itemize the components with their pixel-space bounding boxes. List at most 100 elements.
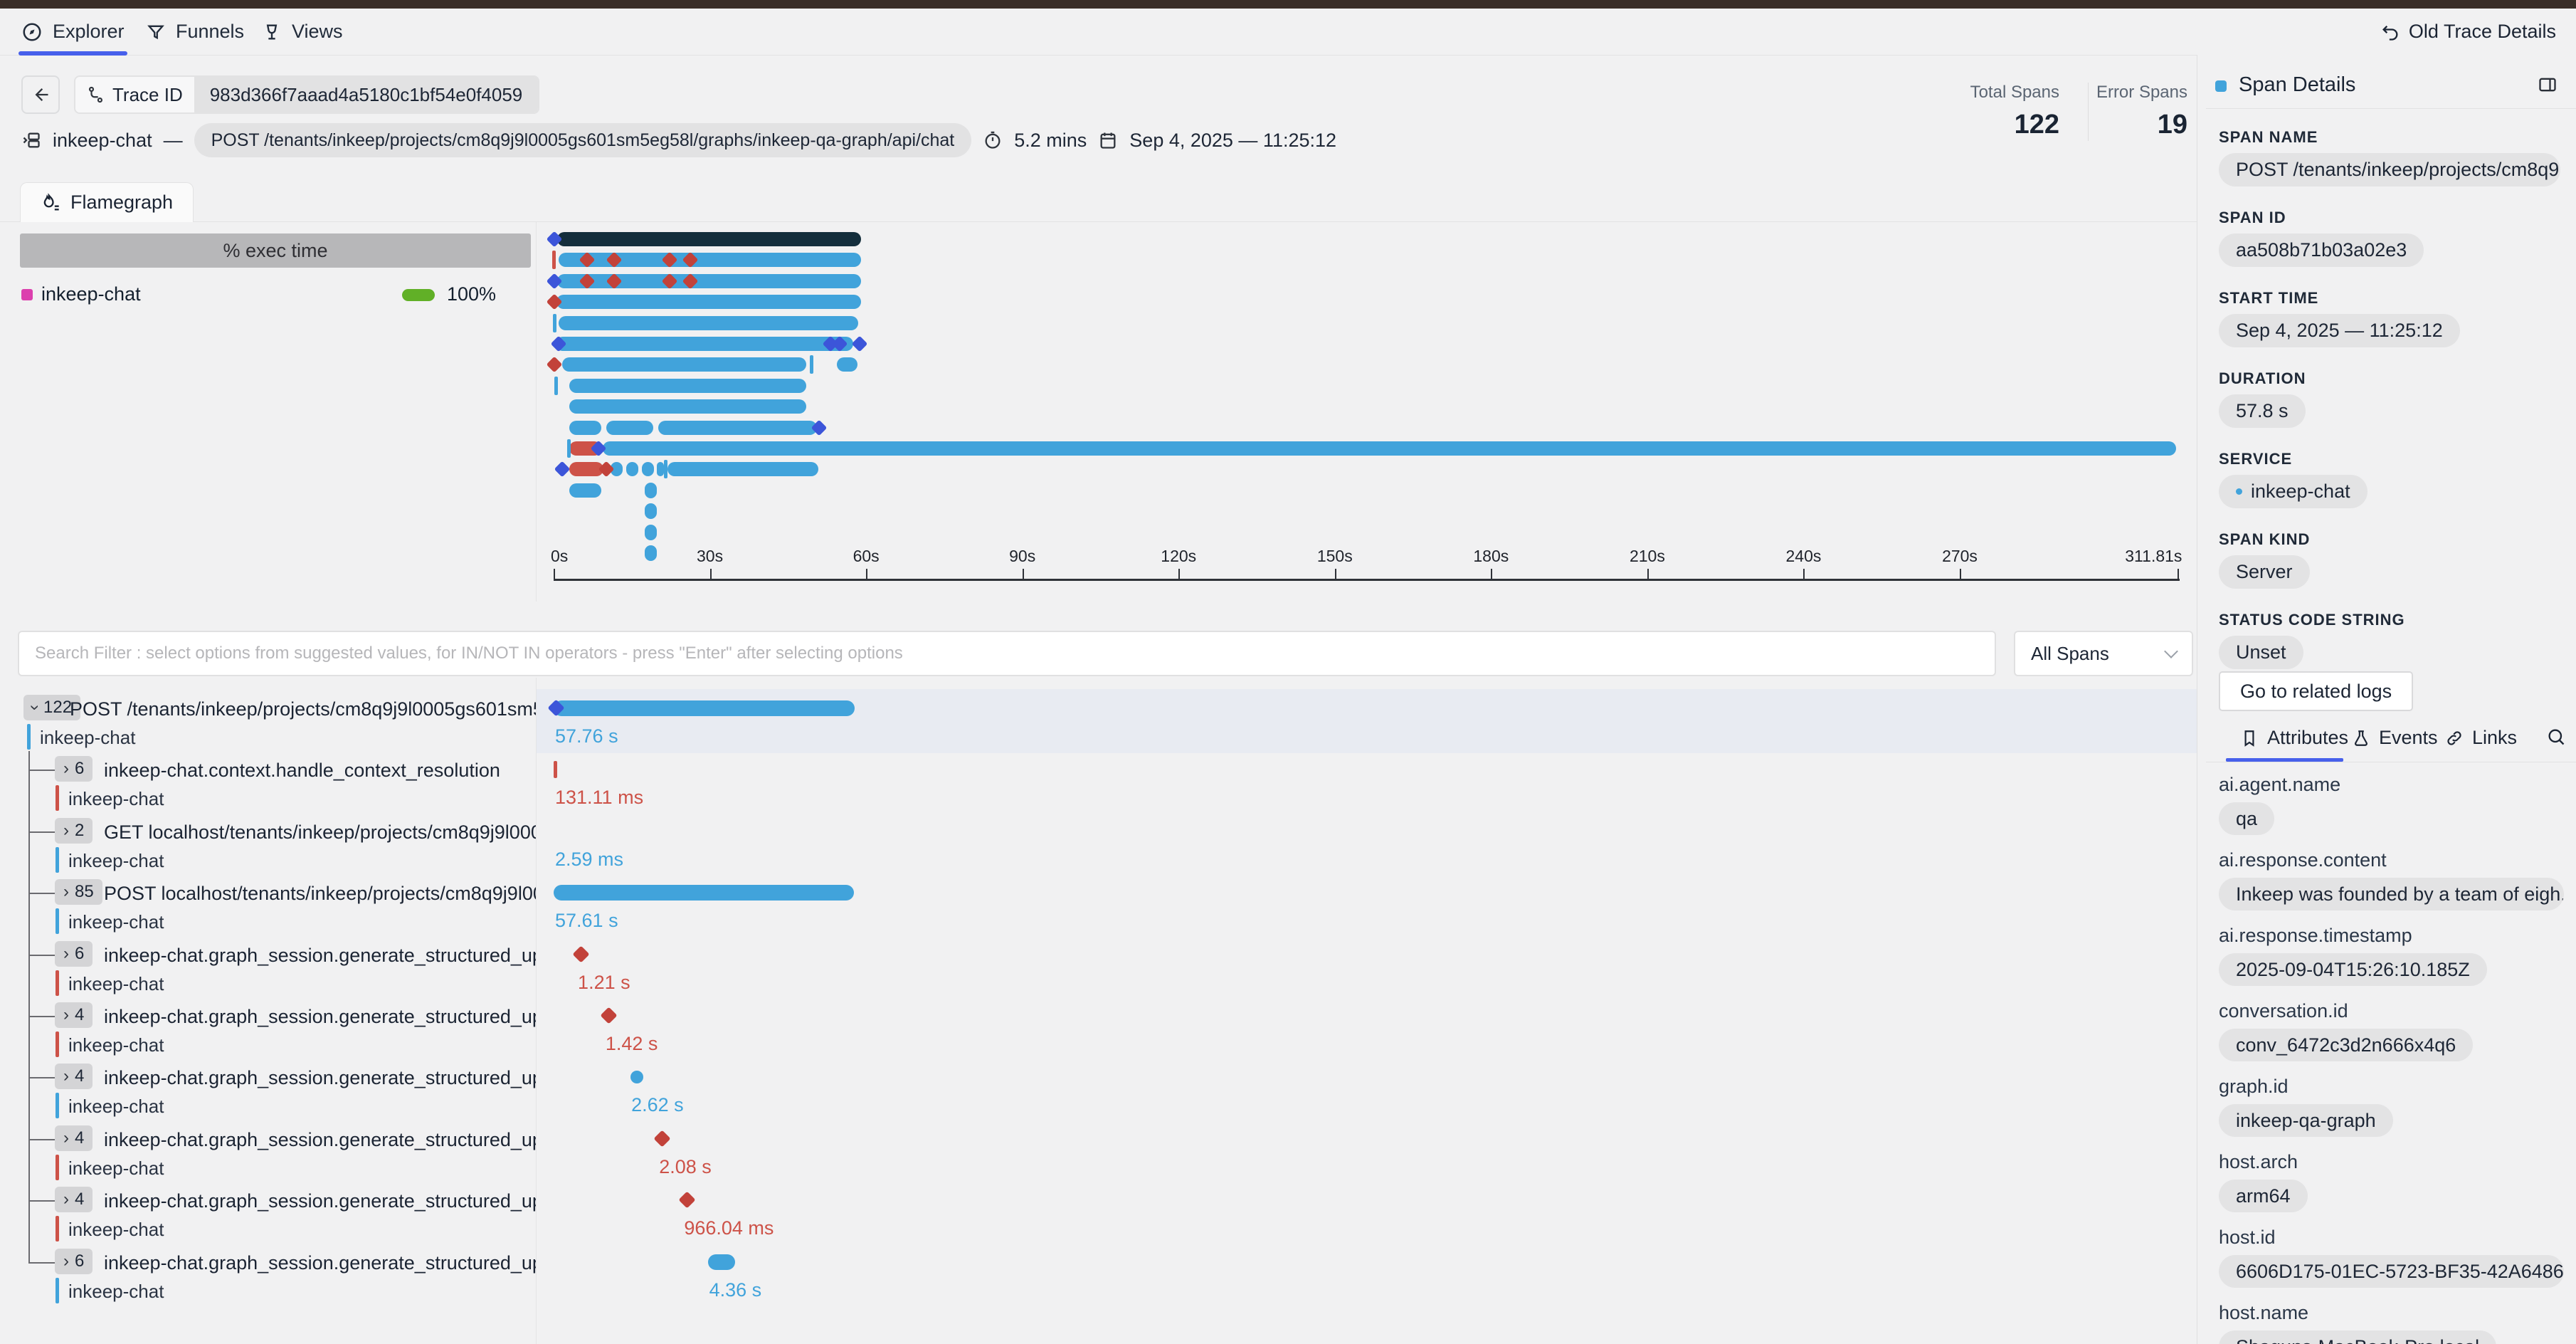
waterfall-duration-bar[interactable] [554,700,855,716]
attribute-value-pill[interactable]: inkeep-qa-graph [2219,1104,2393,1137]
flamegraph-span-bar[interactable] [556,295,861,310]
flamegraph-span-bar[interactable] [569,483,602,498]
flamegraph-canvas[interactable]: 0s 30s 60s 90s 120s 150s 180s 210s 240s 270s 311.8… [536,222,2197,602]
tab-flamegraph[interactable]: Flamegraph [20,182,194,222]
span-name[interactable]: inkeep-chat.graph_session.generate_struc… [104,1190,537,1212]
flamegraph-span-bar[interactable] [837,357,857,372]
flamegraph-row[interactable] [536,251,2197,270]
waterfall-duration-bar[interactable] [707,1254,736,1270]
panel-toggle-icon[interactable] [2538,75,2557,95]
tiny-span-tick[interactable] [552,313,556,332]
attribute-value-pill[interactable]: Inkeep was founded by a team of eigh... [2219,878,2564,910]
span-expand-badge[interactable]: › 4 [55,1125,93,1151]
tab-links[interactable]: Links [2445,727,2517,749]
root-endpoint-pill[interactable]: POST /tenants/inkeep/projects/cm8q9j9l00… [194,123,972,157]
waterfall-tick[interactable] [554,761,557,779]
span-expand-badge[interactable]: › 85 [55,879,102,905]
field-value-pill[interactable]: Server [2219,555,2310,589]
tiny-span-dot[interactable] [645,545,658,561]
span-expand-badge[interactable]: › 4 [55,1187,93,1213]
flamegraph-span-bar[interactable] [658,420,817,435]
event-diamond-marker[interactable] [546,357,563,373]
attribute-value-pill[interactable]: arm64 [2219,1180,2308,1212]
flamegraph-span-bar[interactable] [606,420,653,435]
flamegraph-row[interactable] [536,313,2197,333]
go-to-related-logs-button[interactable]: Go to related logs [2219,671,2414,711]
flamegraph-row[interactable] [536,293,2197,312]
span-expand-badge[interactable]: › 6 [55,1248,93,1274]
flamegraph-span-bar[interactable] [557,273,861,288]
flamegraph-span-bar[interactable] [555,337,853,351]
attribute-value-pill[interactable]: qa [2219,802,2275,835]
tiny-span-dot[interactable] [645,524,658,540]
flamegraph-span-bar[interactable] [667,462,818,477]
span-name[interactable]: inkeep-chat.graph_session.generate_struc… [104,1128,537,1150]
waterfall-circle[interactable] [630,1071,644,1084]
field-value-pill[interactable]: Sep 4, 2025 — 11:25:12 [2219,314,2460,347]
flamegraph-row[interactable] [536,545,2197,563]
legend-row-inkeep-chat[interactable]: inkeep-chat 100% [21,283,512,308]
tab-attributes[interactable]: Attributes [2240,727,2348,749]
span-name[interactable]: inkeep-chat.graph_session.generate_struc… [104,1067,537,1089]
field-value-pill[interactable]: 57.8 s [2219,394,2306,428]
attribute-value-pill[interactable]: 6606D175-01EC-5723-BF35-42A6486... [2219,1255,2564,1288]
event-diamond-marker[interactable] [554,461,571,478]
waterfall-diamond[interactable] [678,1191,696,1209]
flamegraph-span-bar[interactable] [625,462,639,477]
waterfall-duration-bar[interactable] [554,885,854,901]
waterfall-diamond[interactable] [572,945,590,963]
tab-views[interactable]: Views [262,9,343,55]
flamegraph-span-bar[interactable] [602,441,2176,456]
span-expand-badge[interactable]: › 4 [55,1002,93,1028]
flamegraph-span-bar[interactable] [569,462,604,477]
field-value-pill[interactable]: Unset [2219,636,2303,669]
flamegraph-row[interactable] [536,482,2197,500]
flamegraph-row[interactable] [536,399,2197,416]
span-name[interactable]: inkeep-chat.graph_session.generate_struc… [104,1006,537,1027]
span-expand-badge[interactable]: › 6 [55,940,93,967]
span-name[interactable]: POST /tenants/inkeep/projects/cm8q9j9l00… [70,698,537,720]
span-expand-badge[interactable]: › 2 [55,817,93,844]
flamegraph-span-bar[interactable] [656,462,664,477]
field-value-pill[interactable]: aa508b71b03a02e3 [2219,233,2424,267]
tab-events[interactable]: Events [2352,727,2438,749]
tiny-span-dot[interactable] [645,503,658,520]
attributes-search-button[interactable] [2546,727,2566,747]
flamegraph-span-bar[interactable] [569,378,806,393]
flamegraph-span-bar[interactable] [558,253,861,268]
flamegraph-row[interactable] [536,376,2197,396]
flamegraph-row[interactable] [536,439,2197,458]
flamegraph-span-bar[interactable] [558,315,859,330]
trace-id-chip[interactable]: Trace ID 983d366f7aaad4a5180c1bf54e0f405… [74,75,540,114]
tiny-span-tick[interactable] [554,376,558,395]
flamegraph-row[interactable] [536,460,2197,479]
attribute-value-pill[interactable]: 2025-09-04T15:26:10.185Z [2219,953,2487,986]
attribute-value-pill[interactable]: conv_6472c3d2n666x4q6 [2219,1029,2474,1061]
flamegraph-span-bar[interactable] [610,462,623,477]
tiny-span-dot[interactable] [645,482,658,498]
span-name[interactable]: inkeep-chat.context.handle_context_resol… [104,760,500,782]
waterfall-diamond[interactable] [600,1007,618,1024]
flamegraph-row[interactable] [536,335,2197,354]
span-name[interactable]: inkeep-chat.graph_session.generate_struc… [104,1251,537,1274]
flamegraph-row[interactable] [536,355,2197,374]
flamegraph-span-bar[interactable] [561,357,806,372]
flamegraph-row[interactable] [536,503,2197,521]
search-filter-input[interactable] [18,631,1996,676]
back-button[interactable] [21,75,60,114]
event-diamond-marker[interactable] [851,335,867,352]
waterfall-diamond[interactable] [653,1130,671,1148]
flamegraph-row[interactable] [536,419,2197,438]
span-name[interactable]: GET localhost/tenants/inkeep/projects/cm… [104,821,537,843]
span-scope-select[interactable]: All Spans [2014,631,2193,676]
flamegraph-row[interactable] [536,231,2197,249]
span-name[interactable]: POST localhost/tenants/inkeep/projects/c… [104,883,537,905]
tiny-span-tick[interactable] [663,460,667,479]
attribute-value-pill[interactable]: Shaguns-MacBook-Pro.local [2219,1330,2497,1344]
old-trace-details-link[interactable]: Old Trace Details [2380,9,2556,55]
flamegraph-span-bar[interactable] [569,420,602,435]
flamegraph-row[interactable] [536,273,2197,291]
tab-explorer[interactable]: Explorer [19,9,127,56]
flamegraph-row[interactable] [536,524,2197,542]
flamegraph-span-bar[interactable] [569,399,806,414]
